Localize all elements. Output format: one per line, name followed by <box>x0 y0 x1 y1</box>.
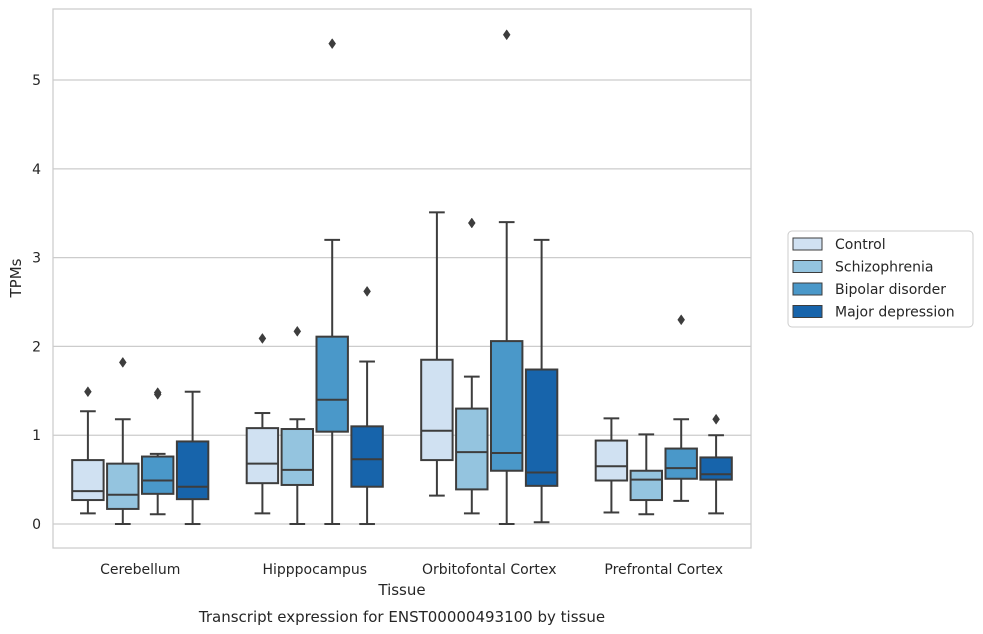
legend: Control Schizophrenia Bipolar disorder Majo… <box>787 230 974 328</box>
box <box>71 459 105 502</box>
box <box>455 407 489 491</box>
box-group <box>280 325 315 526</box>
box <box>524 368 559 487</box>
box-group <box>699 413 733 515</box>
x-tick-label: Cerebellum <box>100 562 180 578</box>
box-group <box>245 333 280 515</box>
x-tick-label: Prefrontal Cortex <box>604 562 723 578</box>
legend-swatch <box>792 260 823 273</box>
x-tick-label: Orbitofontal Cortex <box>422 562 557 578</box>
legend-swatch <box>792 237 823 251</box>
outlier-point <box>84 386 92 398</box>
box <box>175 440 210 501</box>
outlier-point <box>258 333 267 344</box>
box-plots <box>71 29 733 526</box>
y-tick-label: 4 <box>32 162 41 178</box>
legend-label: Major depression <box>835 305 955 321</box>
y-tick-label: 3 <box>32 251 41 267</box>
outlier-point <box>677 314 686 326</box>
box-group <box>664 314 698 502</box>
box-group <box>629 433 664 516</box>
box-group <box>315 38 349 526</box>
y-tick-label: 5 <box>32 73 41 89</box>
box <box>629 469 664 502</box>
y-axis-title: TPMs <box>7 258 25 298</box>
box <box>245 427 280 485</box>
y-tick-label: 0 <box>32 517 41 533</box>
outlier-point <box>467 217 476 229</box>
plot-frame <box>52 8 752 549</box>
outlier-point <box>363 285 371 297</box>
y-tick-label: 1 <box>32 428 41 444</box>
box-group <box>350 285 384 526</box>
box-group <box>594 417 629 514</box>
box <box>315 335 349 433</box>
y-ticks: 0 1 2 3 4 5 <box>32 73 41 533</box>
outlier-point <box>712 413 720 425</box>
outlier-point <box>328 38 337 50</box>
box-group <box>420 211 454 497</box>
y-tick-label: 2 <box>32 339 41 355</box>
box-group <box>489 29 524 526</box>
box-group <box>524 238 559 524</box>
outlier-point <box>153 387 162 399</box>
grid-lines <box>53 79 751 525</box>
legend-label: Bipolar disorder <box>835 282 946 298</box>
legend-frame <box>787 230 974 328</box>
outlier-point <box>118 356 127 368</box>
box <box>420 358 454 462</box>
box <box>699 456 733 481</box>
box-group <box>140 387 175 516</box>
box <box>489 340 524 472</box>
outlier-point <box>502 29 511 41</box>
box-group <box>106 356 140 526</box>
box-group <box>175 390 210 526</box>
box <box>106 462 140 510</box>
legend-swatch <box>792 282 823 296</box>
box <box>350 425 384 488</box>
box <box>280 428 315 486</box>
legend-label: Schizophrenia <box>835 260 933 276</box>
legend-label: Control <box>835 237 886 253</box>
x-ticks: Cerebellum Hipppocampus Orbitofontal Corte… <box>100 562 723 578</box>
box-group <box>455 217 489 515</box>
box <box>664 447 698 480</box>
box <box>594 439 629 482</box>
x-axis-title: Tissue <box>377 581 425 599</box>
legend-swatch <box>792 305 823 318</box>
caption: Transcript expression for ENST0000049310… <box>198 608 605 626</box>
box-group <box>71 386 105 515</box>
box <box>140 455 175 495</box>
x-tick-label: Hipppocampus <box>262 562 367 578</box>
outlier-point <box>293 325 302 337</box>
